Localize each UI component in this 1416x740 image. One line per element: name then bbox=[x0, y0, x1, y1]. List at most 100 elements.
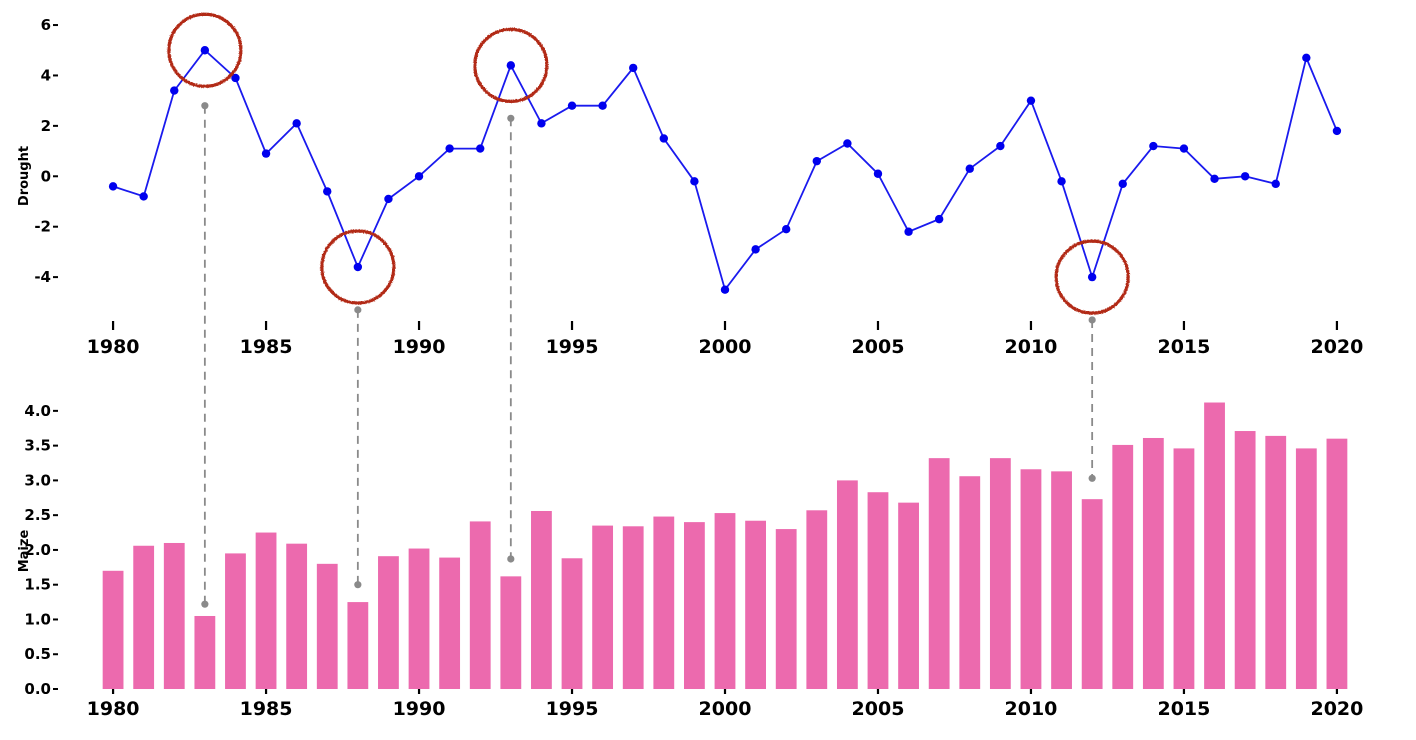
drought-point bbox=[139, 192, 148, 201]
maize-bar bbox=[163, 542, 185, 689]
x-tick-label: 2020 bbox=[1310, 698, 1363, 720]
maize-bar bbox=[469, 521, 491, 689]
x-tick-label: 2015 bbox=[1157, 336, 1210, 358]
maize-bar bbox=[653, 516, 675, 689]
drought-line-chart: -4 -2 0 2 4 6 1980 1985 1990 1995 2000 2005 2010 2015… bbox=[17, 12, 1392, 358]
drought-axis-label: Drought bbox=[17, 146, 32, 206]
drought-highlights bbox=[167, 12, 1130, 315]
drought-point bbox=[1332, 126, 1342, 136]
drought-point bbox=[1026, 96, 1036, 105]
maize-bar bbox=[500, 576, 522, 689]
maize-bar-chart: 0.0 0.5 1.0 1.5 2.0 2.5 3.0 3.5 4.0 1980 1985 1990 1… bbox=[17, 390, 1392, 720]
drought-series bbox=[108, 46, 1342, 294]
connector-endpoint bbox=[1088, 316, 1096, 324]
connector-endpoint bbox=[201, 600, 209, 608]
drought-point bbox=[384, 194, 393, 204]
drought-point bbox=[506, 61, 516, 70]
maize-bar bbox=[561, 558, 583, 689]
maize-bar bbox=[286, 543, 308, 689]
connector-endpoint bbox=[201, 102, 209, 110]
maize-bar bbox=[684, 522, 705, 689]
maize-bar bbox=[959, 476, 981, 689]
y-tick-label: 2.0 bbox=[24, 541, 51, 559]
highlight-circle bbox=[320, 229, 396, 305]
y-tick-label: 2 bbox=[41, 117, 51, 135]
drought-point bbox=[1210, 174, 1219, 184]
maize-bar bbox=[439, 557, 461, 689]
y-tick-label: 1.5 bbox=[24, 576, 51, 594]
x-tick-label: 1985 bbox=[240, 336, 293, 358]
maize-bar bbox=[1204, 402, 1225, 689]
maize-bars bbox=[58, 402, 1392, 691]
drought-point bbox=[1057, 177, 1066, 186]
maize-bar bbox=[133, 545, 155, 689]
y-tick-label: 4.0 bbox=[24, 402, 51, 420]
maize-bar bbox=[1295, 448, 1317, 689]
x-tick-label: 2005 bbox=[852, 698, 905, 720]
connector-lines bbox=[201, 102, 1096, 608]
drought-point bbox=[1240, 172, 1250, 181]
y-tick-label: 3.5 bbox=[24, 437, 51, 455]
drought-point bbox=[323, 187, 332, 196]
drought-point bbox=[537, 119, 546, 128]
drought-point bbox=[200, 46, 210, 55]
x-tick-label: 2020 bbox=[1310, 336, 1363, 358]
maize-bar bbox=[1081, 499, 1103, 689]
maize-bar bbox=[836, 480, 858, 689]
maize-bar bbox=[898, 502, 919, 689]
drought-point bbox=[414, 172, 424, 181]
drought-point bbox=[1087, 272, 1097, 282]
maize-bar bbox=[1020, 469, 1042, 689]
connector-endpoint bbox=[354, 581, 362, 589]
drought-point bbox=[904, 227, 913, 236]
drought-point bbox=[353, 262, 363, 272]
maize-bar bbox=[1142, 437, 1164, 689]
drought-line bbox=[112, 48, 1338, 292]
maize-bar bbox=[378, 556, 399, 689]
x-tick-label: 2015 bbox=[1157, 698, 1210, 720]
maize-bar bbox=[316, 563, 338, 689]
maize-bar bbox=[1112, 444, 1134, 689]
maize-bar bbox=[806, 510, 828, 689]
drought-axes: -4 -2 0 2 4 6 1980 1985 1990 1995 2000 2005 2010 2015… bbox=[34, 16, 1392, 358]
drought-point bbox=[476, 144, 485, 153]
x-tick-label: 1995 bbox=[546, 698, 599, 720]
drought-point bbox=[812, 156, 821, 166]
connector-endpoint bbox=[507, 555, 515, 563]
drought-point bbox=[965, 164, 974, 173]
maize-bar bbox=[989, 458, 1011, 689]
y-tick-label: 0.5 bbox=[24, 645, 51, 663]
y-tick-label: 0.0 bbox=[24, 680, 51, 698]
maize-bar bbox=[1173, 448, 1195, 689]
maize-bar bbox=[225, 553, 246, 689]
maize-bar bbox=[194, 615, 216, 689]
x-tick-label: 2010 bbox=[1005, 336, 1058, 358]
maize-axis-label: Maize bbox=[17, 530, 32, 573]
drought-point bbox=[720, 285, 730, 294]
maize-bar bbox=[255, 532, 277, 689]
maize-bar bbox=[622, 526, 644, 689]
drought-point bbox=[567, 101, 577, 110]
drought-point bbox=[934, 214, 944, 224]
connector-endpoint bbox=[1088, 474, 1096, 482]
y-tick-label: 6 bbox=[41, 16, 51, 34]
drought-point bbox=[108, 182, 118, 191]
drought-point bbox=[170, 86, 179, 95]
connector-endpoint bbox=[507, 114, 515, 122]
drought-point bbox=[1271, 179, 1280, 189]
maize-bar bbox=[1326, 438, 1348, 689]
drought-point bbox=[231, 73, 240, 83]
y-tick-label: 2.5 bbox=[24, 506, 51, 524]
y-tick-label: 3.0 bbox=[24, 471, 51, 489]
maize-bar bbox=[928, 458, 950, 689]
x-tick-label: 1995 bbox=[546, 336, 599, 358]
drought-point bbox=[629, 63, 638, 73]
drought-point bbox=[873, 169, 883, 178]
maize-bar bbox=[775, 529, 797, 689]
drought-point bbox=[261, 149, 271, 158]
x-tick-label: 1985 bbox=[240, 698, 293, 720]
maize-bar bbox=[1265, 435, 1287, 689]
y-tick-label: 0 bbox=[41, 167, 51, 185]
drought-point bbox=[659, 134, 669, 143]
